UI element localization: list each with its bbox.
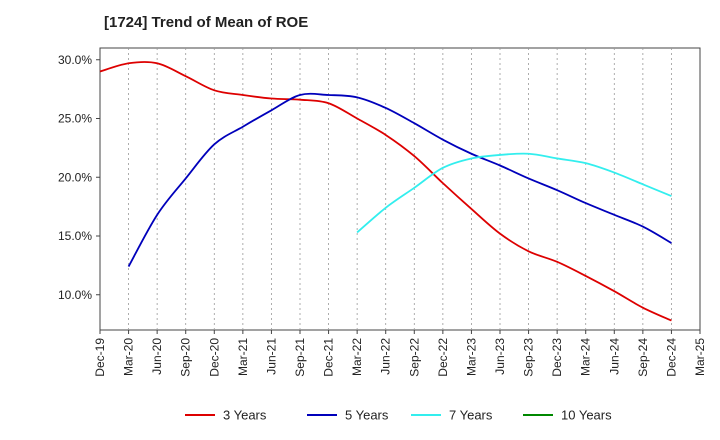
x-tick-label: Dec-20 — [207, 338, 221, 377]
legend-label-7-years: 7 Years — [449, 408, 493, 423]
x-tick-label: Mar-23 — [464, 338, 478, 376]
series-line-3-years — [99, 61, 672, 322]
legend-label-10-years: 10 Years — [561, 408, 612, 423]
x-axis: Dec-19 Mar-20 Jun-20 Sep-20 Dec-20 Mar-21 Jun-… — [93, 330, 707, 377]
x-tick-label: Sep-24 — [636, 338, 650, 377]
x-tick-label: Mar-24 — [579, 338, 593, 376]
y-axis: 10.0% 15.0% 20.0% 25.0% 30.0% — [58, 53, 100, 302]
chart-title: [1724] Trend of Mean of ROE — [104, 14, 309, 31]
plot-area — [99, 47, 701, 331]
legend-label-3-years: 3 Years — [223, 408, 267, 423]
plot-frame — [99, 47, 701, 331]
x-tick-label: Jun-24 — [607, 338, 621, 375]
x-tick-label: Jun-20 — [150, 338, 164, 375]
series-line-5-years — [127, 92, 672, 267]
series-line-7-years — [356, 152, 672, 234]
series-lines — [99, 61, 672, 322]
x-tick-label: Jun-22 — [379, 338, 393, 375]
legend-label-5-years: 5 Years — [345, 408, 389, 423]
grid-lines — [128, 48, 672, 330]
x-tick-label: Mar-20 — [122, 338, 136, 376]
y-tick-label: 10.0% — [58, 288, 92, 302]
x-tick-label: Sep-21 — [293, 338, 307, 377]
x-tick-label: Sep-23 — [522, 338, 536, 377]
y-tick-label: 20.0% — [58, 170, 92, 184]
x-tick-label: Dec-24 — [664, 338, 678, 377]
legend: 3 Years 5 Years 7 Years 10 Years — [185, 408, 612, 423]
x-tick-label: Dec-22 — [436, 338, 450, 377]
y-tick-label: 15.0% — [58, 229, 92, 243]
x-tick-label: Dec-21 — [322, 338, 336, 377]
x-tick-label: Dec-23 — [550, 338, 564, 377]
x-tick-label: Sep-22 — [407, 338, 421, 377]
x-tick-label: Jun-21 — [264, 338, 278, 375]
y-tick-label: 30.0% — [58, 53, 92, 67]
x-tick-label: Mar-25 — [693, 338, 707, 376]
x-tick-label: Jun-23 — [493, 338, 507, 375]
x-tick-label: Mar-22 — [350, 338, 364, 376]
x-tick-label: Dec-19 — [93, 338, 107, 377]
x-tick-label: Sep-20 — [179, 338, 193, 377]
y-tick-label: 25.0% — [58, 112, 92, 126]
x-tick-label: Mar-21 — [236, 338, 250, 376]
